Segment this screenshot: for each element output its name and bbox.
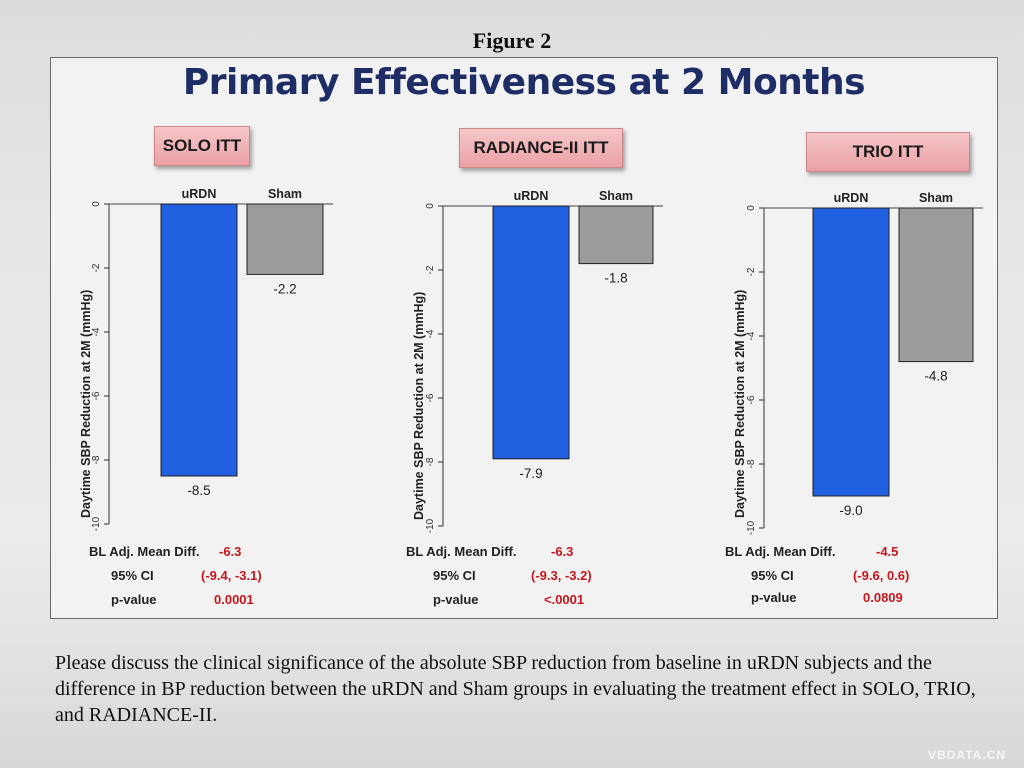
ci-value: (-9.4, -3.1) xyxy=(201,568,262,583)
category-label: uRDN xyxy=(514,189,549,203)
y-tick-label: -6 xyxy=(746,395,757,404)
category-label: Sham xyxy=(599,189,633,203)
y-tick-label: 0 xyxy=(91,201,102,207)
bar-urdn xyxy=(160,203,238,477)
y-tick-label: 0 xyxy=(425,203,436,209)
ci-label: 95% CI xyxy=(751,568,794,583)
bar-sham xyxy=(898,207,974,363)
panel-label: TRIO ITT xyxy=(806,132,970,172)
y-tick-label: -2 xyxy=(425,265,436,274)
y-tick-label: -2 xyxy=(91,263,102,272)
bar-value-label: -2.2 xyxy=(273,281,296,296)
ci-label: 95% CI xyxy=(433,568,476,583)
ci-label: 95% CI xyxy=(111,568,154,583)
y-tick-label: -10 xyxy=(91,516,102,531)
p-value: 0.0001 xyxy=(214,592,254,607)
bar-chart: 0 -2 -4 -6 -8 -10 uRDN -7.9 Sham -1.8 xyxy=(425,189,663,533)
bar-sham xyxy=(246,203,324,275)
mean-diff-value: -6.3 xyxy=(551,544,574,559)
bar-urdn xyxy=(492,205,570,460)
category-label: Sham xyxy=(919,191,953,205)
bar-sham xyxy=(578,205,654,265)
watermark: VBDATA.CN xyxy=(928,748,1006,762)
y-tick-label: -4 xyxy=(746,331,757,340)
y-tick-label: 0 xyxy=(746,205,757,211)
mean-diff-label: BL Adj. Mean Diff. xyxy=(406,544,517,559)
p-value: <.0001 xyxy=(544,592,585,607)
mean-diff-value: -6.3 xyxy=(219,544,242,559)
bar-value-label: -4.8 xyxy=(924,369,947,384)
y-tick-label: -6 xyxy=(91,391,102,400)
chart-panel-radiance: RADIANCE-II ITT Daytime SBP Reduction at… xyxy=(381,58,701,618)
panel-label: SOLO ITT xyxy=(154,126,250,166)
bar-value-label: -8.5 xyxy=(187,483,210,498)
category-label: Sham xyxy=(268,187,302,201)
y-tick-label: -6 xyxy=(425,393,436,402)
figure-label: Figure 2 xyxy=(472,28,552,53)
y-tick-label: -10 xyxy=(746,520,757,535)
y-tick-label: -8 xyxy=(91,455,102,464)
mean-diff-label: BL Adj. Mean Diff. xyxy=(725,544,836,559)
y-tick-label: -8 xyxy=(425,457,436,466)
y-tick-label: -2 xyxy=(746,267,757,276)
chart-panel-trio: TRIO ITT Daytime SBP Reduction at 2M (mm… xyxy=(701,58,997,618)
y-tick-label: -8 xyxy=(746,459,757,468)
panel-label: RADIANCE-II ITT xyxy=(459,128,623,168)
chart-panel-solo: SOLO ITT Daytime SBP Reduction at 2M (mm… xyxy=(51,58,371,618)
p-value-label: p-value xyxy=(111,592,157,607)
bar-value-label: -7.9 xyxy=(519,466,542,481)
mean-diff-value: -4.5 xyxy=(876,544,899,559)
ci-value: (-9.6, 0.6) xyxy=(853,568,910,583)
bar-urdn xyxy=(812,207,890,497)
bar-value-label: -1.8 xyxy=(604,271,627,286)
ci-value: (-9.3, -3.2) xyxy=(531,568,592,583)
p-value-label: p-value xyxy=(751,590,797,605)
bar-chart: 0 -2 -4 -6 -8 -10 uRDN -8.5 Sham -2.2 xyxy=(91,187,333,531)
y-tick-label: -4 xyxy=(91,327,102,336)
question-text: Please discuss the clinical significance… xyxy=(55,652,976,726)
bar-chart: 0 -2 -4 -6 -8 -10 uRDN -9.0 Sham -4.8 xyxy=(746,191,983,535)
slide: Primary Effectiveness at 2 Months SOLO I… xyxy=(50,57,998,619)
p-value: 0.0809 xyxy=(863,590,903,605)
y-tick-label: -10 xyxy=(425,518,436,533)
mean-diff-label: BL Adj. Mean Diff. xyxy=(89,544,200,559)
bar-value-label: -9.0 xyxy=(839,503,862,518)
y-tick-label: -4 xyxy=(425,329,436,338)
slide-title: Primary Effectiveness at 2 Months xyxy=(182,62,866,103)
category-label: uRDN xyxy=(182,187,217,201)
category-label: uRDN xyxy=(834,191,869,205)
p-value-label: p-value xyxy=(433,592,479,607)
